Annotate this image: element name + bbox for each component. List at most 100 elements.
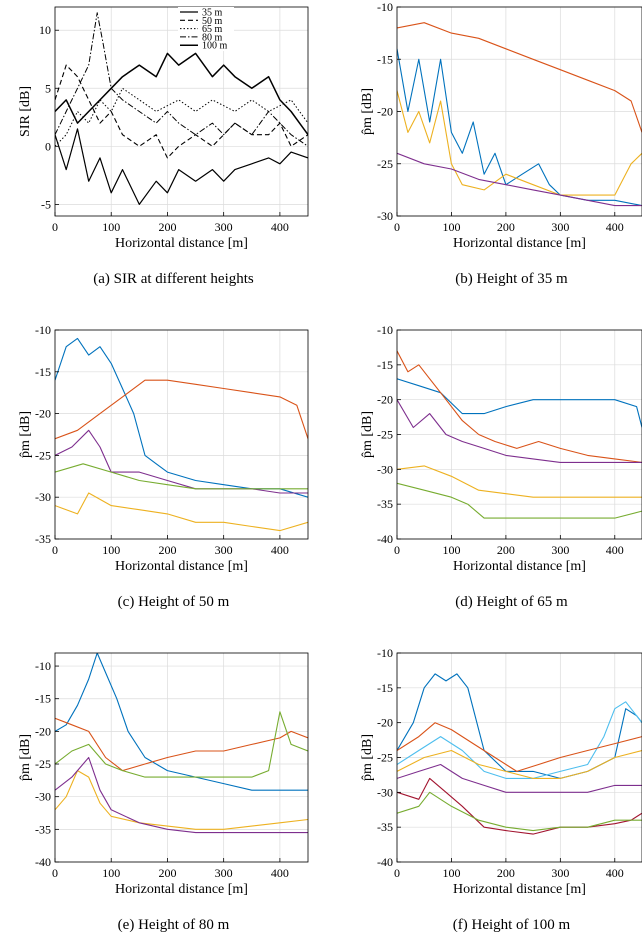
- chart-f: 0 100 200 300 400 -40 -35 -30 -25 -20 -15 -10 Horizo…: [360, 646, 642, 933]
- y-axis-label: p̂m [dB]: [18, 411, 33, 458]
- x-tick-label: 200: [497, 220, 515, 234]
- series-line: [55, 429, 308, 494]
- y-tick-label: -15: [35, 692, 51, 706]
- y-tick-label: -15: [35, 365, 51, 379]
- series-line: [397, 378, 642, 428]
- x-axis-label: Horizontal distance [m]: [115, 559, 248, 574]
- y-tick-label: -30: [35, 790, 51, 804]
- x-tick-label: 300: [215, 220, 233, 234]
- x-tick-label: 400: [271, 543, 289, 557]
- y-tick-label: -35: [35, 822, 51, 836]
- y-tick-label: -10: [377, 0, 393, 14]
- y-tick-label: -25: [35, 448, 51, 462]
- x-tick-label: 100: [102, 220, 120, 234]
- x-tick-label: 0: [52, 866, 58, 880]
- x-tick-label: 400: [271, 866, 289, 880]
- y-tick-label: -10: [377, 646, 393, 660]
- y-tick-label: -35: [377, 820, 393, 834]
- series-line: [397, 465, 642, 498]
- series-line: [55, 337, 308, 498]
- legend-label: 65 m: [202, 24, 223, 35]
- chart-caption: (f) Height of 100 m: [453, 917, 571, 933]
- y-tick-label: -30: [377, 209, 393, 223]
- x-tick-label: 0: [394, 220, 400, 234]
- series-line: [55, 87, 308, 147]
- series-line: [397, 482, 642, 519]
- series-line: [55, 492, 308, 532]
- y-tick-label: -10: [377, 323, 393, 337]
- series-line: [55, 463, 308, 490]
- x-tick-label: 0: [52, 220, 58, 234]
- x-axis-label: Horizontal distance [m]: [115, 236, 248, 251]
- x-tick-label: 200: [497, 543, 515, 557]
- series-line: [397, 673, 642, 779]
- series-line: [397, 399, 642, 463]
- x-tick-label: 100: [442, 220, 460, 234]
- y-tick-label: -15: [377, 52, 393, 66]
- plot-frame: [54, 652, 309, 863]
- x-tick-label: 300: [551, 543, 569, 557]
- chart-caption: (b) Height of 35 m: [455, 271, 568, 287]
- y-tick-label: -25: [377, 157, 393, 171]
- series-line: [55, 653, 308, 791]
- chart-caption: (a) SIR at different heights: [93, 271, 254, 287]
- x-tick-label: 300: [551, 866, 569, 880]
- y-axis-label: p̂m [dB]: [360, 88, 375, 135]
- chart-caption: (e) Height of 80 m: [118, 917, 230, 933]
- series-line: [55, 128, 308, 205]
- y-tick-label: -40: [35, 855, 51, 869]
- legend-label: 50 m: [202, 16, 223, 27]
- y-tick-label: 5: [45, 81, 51, 95]
- x-tick-label: 200: [497, 866, 515, 880]
- y-tick-label: -20: [377, 716, 393, 730]
- y-axis-label: SIR [dB]: [18, 86, 33, 137]
- series-line: [397, 152, 642, 207]
- x-tick-label: 0: [394, 543, 400, 557]
- y-tick-label: -20: [35, 724, 51, 738]
- x-tick-label: 200: [158, 866, 176, 880]
- series-line: [55, 717, 308, 772]
- series-line: [397, 722, 642, 772]
- x-axis-label: Horizontal distance [m]: [453, 236, 586, 251]
- x-tick-label: 400: [606, 220, 624, 234]
- x-tick-label: 300: [215, 543, 233, 557]
- y-tick-label: -35: [377, 497, 393, 511]
- x-tick-label: 100: [442, 866, 460, 880]
- y-axis-label: p̂m [dB]: [18, 734, 33, 781]
- y-tick-label: -15: [377, 358, 393, 372]
- x-tick-label: 0: [394, 866, 400, 880]
- chart-e: 0 100 200 300 400 -40 -35 -30 -25 -20 -15 -10 Horizo…: [18, 652, 309, 933]
- y-axis-label: p̂m [dB]: [360, 411, 375, 458]
- y-tick-label: -30: [35, 490, 51, 504]
- y-tick-label: -25: [35, 757, 51, 771]
- chart-caption: (d) Height of 65 m: [455, 594, 568, 610]
- x-tick-label: 100: [442, 543, 460, 557]
- series-line: [397, 763, 642, 793]
- y-axis-label: p̂m [dB]: [360, 734, 375, 781]
- x-tick-label: 300: [215, 866, 233, 880]
- x-axis-label: Horizontal distance [m]: [115, 882, 248, 897]
- y-tick-label: -10: [35, 659, 51, 673]
- y-tick-label: -5: [41, 197, 51, 211]
- x-tick-label: 200: [158, 220, 176, 234]
- series-line: [397, 90, 642, 196]
- chart-d: 0 100 200 300 400 -40 -35 -30 -25 -20 -15 -10 Horizo…: [360, 323, 642, 610]
- series-line: [397, 791, 642, 832]
- y-tick-label: -40: [377, 532, 393, 546]
- x-tick-label: 400: [271, 220, 289, 234]
- series-line: [397, 749, 642, 779]
- series-line: [55, 756, 308, 834]
- x-tick-label: 400: [606, 543, 624, 557]
- series-line: [397, 22, 642, 133]
- series-line: [55, 379, 308, 440]
- y-tick-label: -40: [377, 855, 393, 869]
- x-tick-label: 200: [158, 543, 176, 557]
- legend-label: 100 m: [202, 41, 228, 52]
- y-tick-label: -30: [377, 785, 393, 799]
- y-tick-label: -25: [377, 751, 393, 765]
- series-line: [55, 64, 308, 159]
- series-line: [397, 350, 642, 463]
- y-tick-label: -20: [377, 393, 393, 407]
